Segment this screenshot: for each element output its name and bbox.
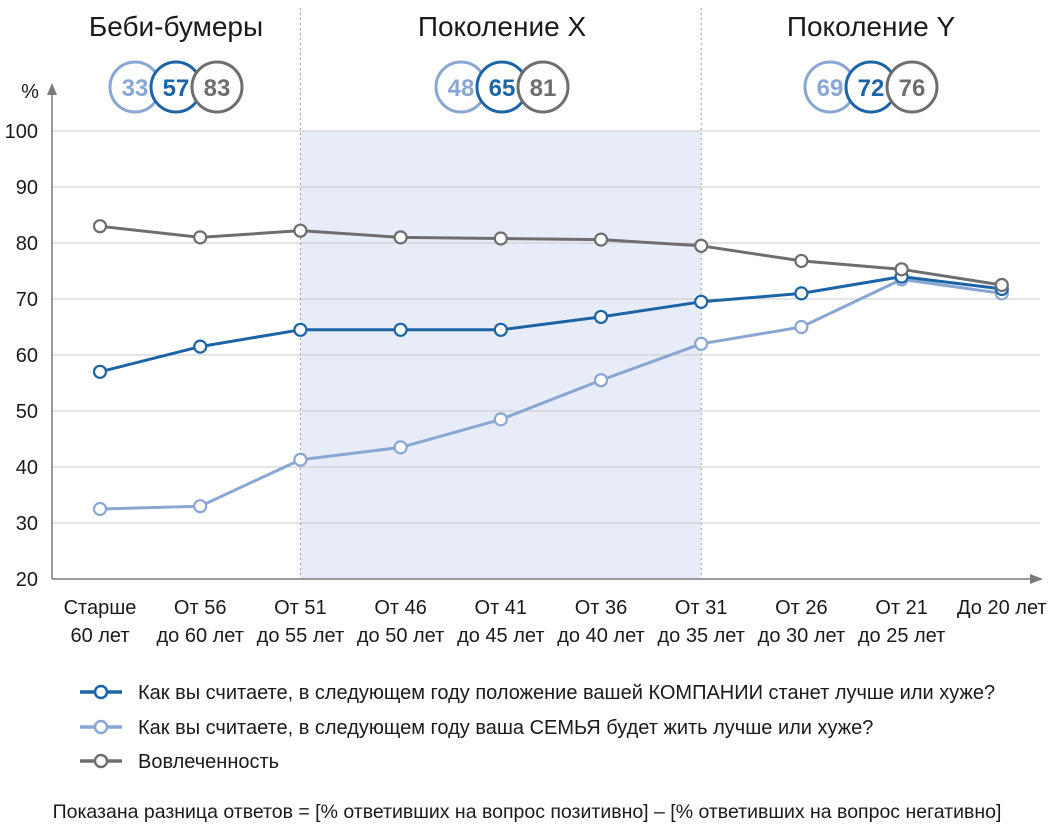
generation-title: Беби-бумеры [89,11,263,42]
x-tick-label: До 20 лет [957,597,1047,619]
generation-badge-value: 65 [489,75,516,102]
y-axis-arrow [47,83,57,95]
generation-badge [885,60,939,114]
data-point-family [794,319,809,335]
data-point-engagement [593,232,609,247]
x-axis-arrow [1030,574,1043,584]
series-company [92,269,1009,379]
data-point-company [794,286,809,301]
legend-item-company: Как вы считаете, в следующем году положе… [80,682,995,704]
data-point-engagement [92,219,108,234]
generation-badge-value: 48 [448,75,475,102]
data-point-family [393,440,408,455]
footnote: Показана разница ответов = [% ответивших… [53,801,1002,823]
generation-badge-value: 81 [530,75,557,102]
legend-marker [93,684,109,700]
generation-header-layer: Беби-бумеры 33 57 83 Поколение X 48 65 81 Поколе… [89,11,956,114]
series-line-family [99,277,1003,511]
y-tick-label: 20 [16,569,38,591]
legend-marker [93,719,109,735]
x-tick-label: От 31 до 35 лет [657,597,744,647]
data-point-company [593,309,609,325]
data-point-engagement [694,238,709,253]
y-tick-label: 100 [5,121,38,143]
x-tick-label: От 26 до 30 лет [758,597,845,647]
data-point-engagement [493,231,508,246]
series-layer [92,219,1009,517]
data-point-family [694,336,709,351]
generation-badge-value: 76 [899,75,926,102]
y-tick-label: 60 [16,345,38,367]
divider-layer [299,8,702,579]
data-point-company [193,339,208,354]
generation-badge-value: 69 [817,75,844,102]
y-tick-label: 80 [16,233,38,255]
legend-layer: Как вы считаете, в следующем году положе… [80,682,995,773]
generation-badge-value: 72 [858,75,885,102]
data-point-company [92,364,108,379]
axis-layer: % Старше 60 лет От 56 до 60 лет От 51 до 55 ле… [21,81,1046,647]
data-point-family [193,499,208,514]
y-tick-label: 90 [16,177,38,199]
data-point-engagement [193,230,208,245]
y-tick-label: 50 [16,401,38,423]
x-tick-label: Старше 60 лет [64,597,137,647]
data-point-company [293,322,308,337]
x-tick-label: От 21 до 25 лет [858,597,945,647]
y-tick-label: 40 [16,457,38,479]
legend-marker [93,753,109,769]
y-axis-label: % [21,81,39,103]
legend-label: Как вы считаете, в следующем году положе… [138,682,995,704]
generation-badge-value: 57 [163,75,190,102]
y-tick-label: 70 [16,289,38,311]
legend-label: Как вы считаете, в следующем году ваша С… [138,717,873,739]
x-tick-label: От 41 до 45 лет [457,597,544,647]
data-point-engagement [794,253,809,269]
x-tick-label: От 56 до 60 лет [156,597,243,647]
legend-item-engagement: Вовлеченность [80,751,279,773]
series-engagement [92,219,1009,293]
legend-item-family: Как вы считаете, в следующем году ваша С… [80,717,873,739]
generation-badge [516,60,570,114]
series-line-company [99,275,1002,374]
series-family [92,272,1009,517]
data-point-engagement [393,230,408,245]
y-tick-label: 30 [16,513,38,535]
data-point-engagement [994,277,1009,293]
data-point-company [393,322,408,337]
generation-title: Поколение Y [787,11,956,42]
grid-layer: 20 30 40 50 60 70 80 90 100 [5,121,1040,591]
data-point-company [493,322,508,337]
data-point-company [694,294,709,309]
legend-label: Вовлеченность [138,751,279,773]
data-point-family [293,452,308,467]
data-point-engagement [293,223,308,238]
x-tick-label: От 51 до 55 лет [257,597,344,647]
series-line-engagement [99,224,1003,287]
x-tick-label: От 46 до 50 лет [357,597,444,647]
data-point-family [593,373,609,388]
data-point-family [92,501,108,517]
generation-title: Поколение X [418,11,587,42]
generation-badge-value: 33 [122,75,149,102]
x-tick-label: От 36 до 40 лет [557,597,644,647]
data-point-family [493,412,508,427]
generation-badge [190,60,244,114]
generation-badge-value: 83 [204,75,231,102]
data-point-engagement [894,262,909,277]
